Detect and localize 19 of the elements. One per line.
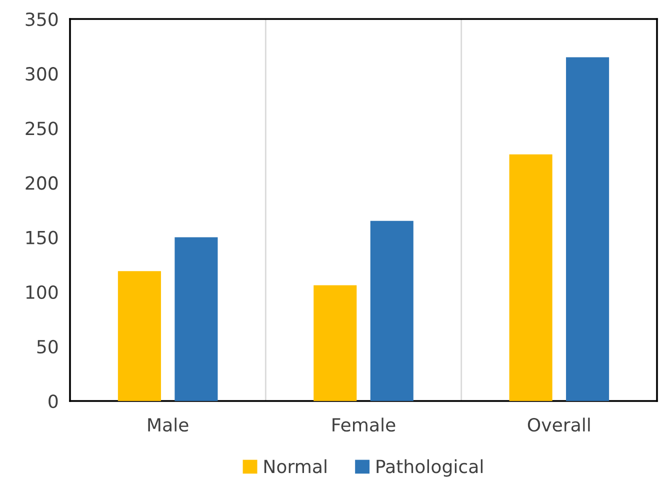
x-tick-label: Male [148,418,188,432]
bar [509,154,552,401]
y-tick-label: 250 [26,122,58,136]
bar [566,57,610,401]
bar [174,237,218,401]
y-tick-label: 200 [26,176,58,190]
x-tick-label: Overall [528,418,590,432]
bar [314,285,357,401]
bar [118,271,161,401]
y-tick-label: 300 [26,67,58,81]
y-tick-label: 150 [26,230,58,244]
legend-label: Normal [264,459,326,474]
bar [370,220,414,401]
y-tick-label: 350 [26,12,58,26]
legend-label: Pathological [376,459,483,477]
y-tick-label: 100 [26,285,58,299]
x-tick-label: Female [332,418,396,432]
y-tick-label: 0 [48,394,58,408]
y-tick-label: 50 [37,340,58,354]
